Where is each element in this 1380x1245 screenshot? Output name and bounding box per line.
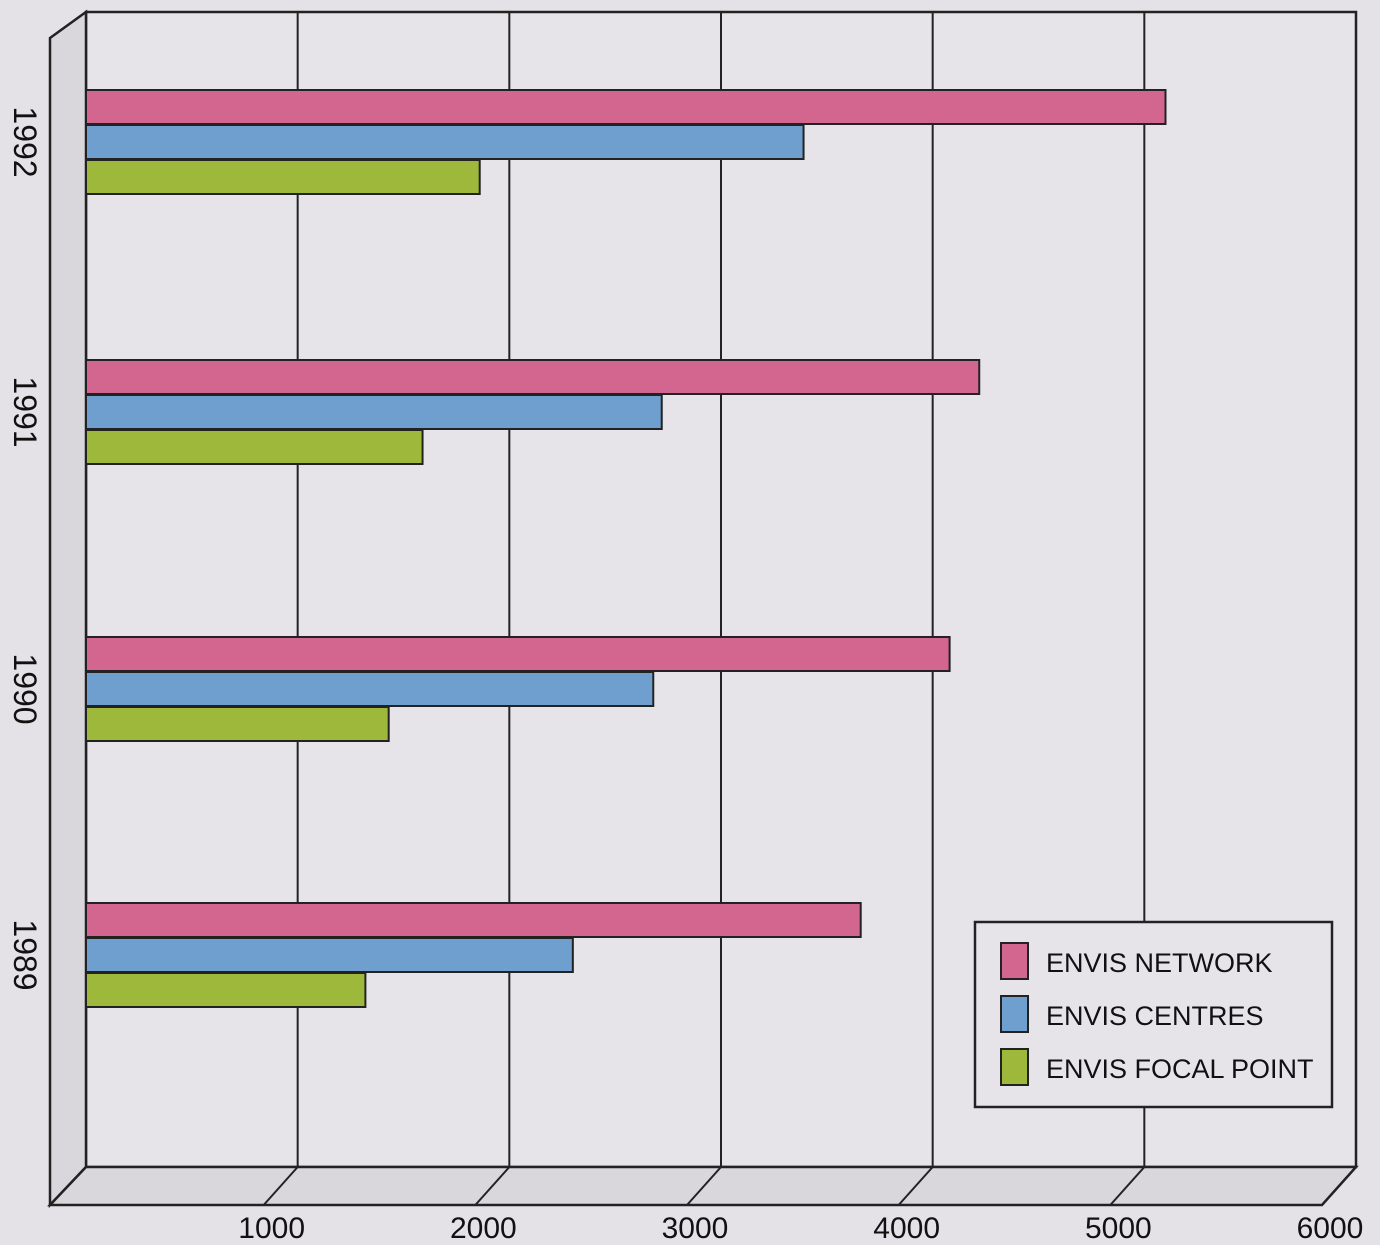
- floor-grid-line-2000: [474, 1166, 511, 1206]
- bar-1989-envis-focal-point: [85, 972, 367, 1008]
- bar-1990-envis-focal-point: [85, 706, 390, 742]
- bar-1992-envis-network: [85, 89, 1167, 125]
- bar-1991-envis-network: [85, 359, 981, 395]
- category-labels: 1992 1991 1990 1989: [7, 106, 43, 990]
- x-tick-label: 4000: [873, 1212, 940, 1245]
- bar-1990-envis-centres: [85, 671, 655, 707]
- bar-1992-envis-focal-point: [85, 159, 481, 195]
- x-tick-label: 2000: [450, 1212, 517, 1245]
- x-tick-label: 5000: [1085, 1212, 1152, 1245]
- floor-grid-line-5000: [1109, 1166, 1146, 1206]
- category-label-1991: 1991: [7, 376, 43, 447]
- legend-swatch-envis-centres: [1000, 995, 1029, 1033]
- floor-grid-line-1000: [262, 1166, 299, 1206]
- bar-1989-envis-centres: [85, 937, 574, 973]
- legend-swatch-envis-network: [1000, 942, 1029, 980]
- plot-left-wall: [48, 9, 88, 1209]
- bar-1992-envis-centres: [85, 124, 805, 160]
- bars: [85, 89, 1167, 1008]
- x-tick-label: 6000: [1297, 1212, 1364, 1245]
- x-tick-label: 1000: [238, 1212, 305, 1245]
- category-label-1989: 1989: [7, 919, 43, 990]
- legend-label-envis-focal-point: ENVIS FOCAL POINT: [1046, 1054, 1314, 1084]
- legend-swatch-envis-focal-point: [1000, 1048, 1029, 1086]
- category-label-1990: 1990: [7, 653, 43, 724]
- bar-1990-envis-network: [85, 636, 951, 672]
- floor-grid-line-3000: [686, 1166, 722, 1206]
- grid-lines: [262, 12, 1146, 1206]
- legend: ENVIS NETWORK ENVIS CENTRES ENVIS FOCAL …: [973, 920, 1334, 1109]
- x-tick-label: 3000: [662, 1212, 729, 1245]
- x-tick-labels: 1000 2000 3000 4000 5000 6000: [238, 1212, 1363, 1245]
- category-label-1992: 1992: [7, 106, 43, 177]
- legend-label-envis-centres: ENVIS CENTRES: [1046, 1001, 1264, 1031]
- bar-1991-envis-centres: [85, 394, 663, 430]
- legend-label-envis-network: ENVIS NETWORK: [1046, 948, 1273, 978]
- legend-box: [973, 920, 1334, 1109]
- floor-grid-line-4000: [897, 1166, 934, 1206]
- bar-1991-envis-focal-point: [85, 429, 424, 465]
- bar-1989-envis-network: [85, 902, 862, 938]
